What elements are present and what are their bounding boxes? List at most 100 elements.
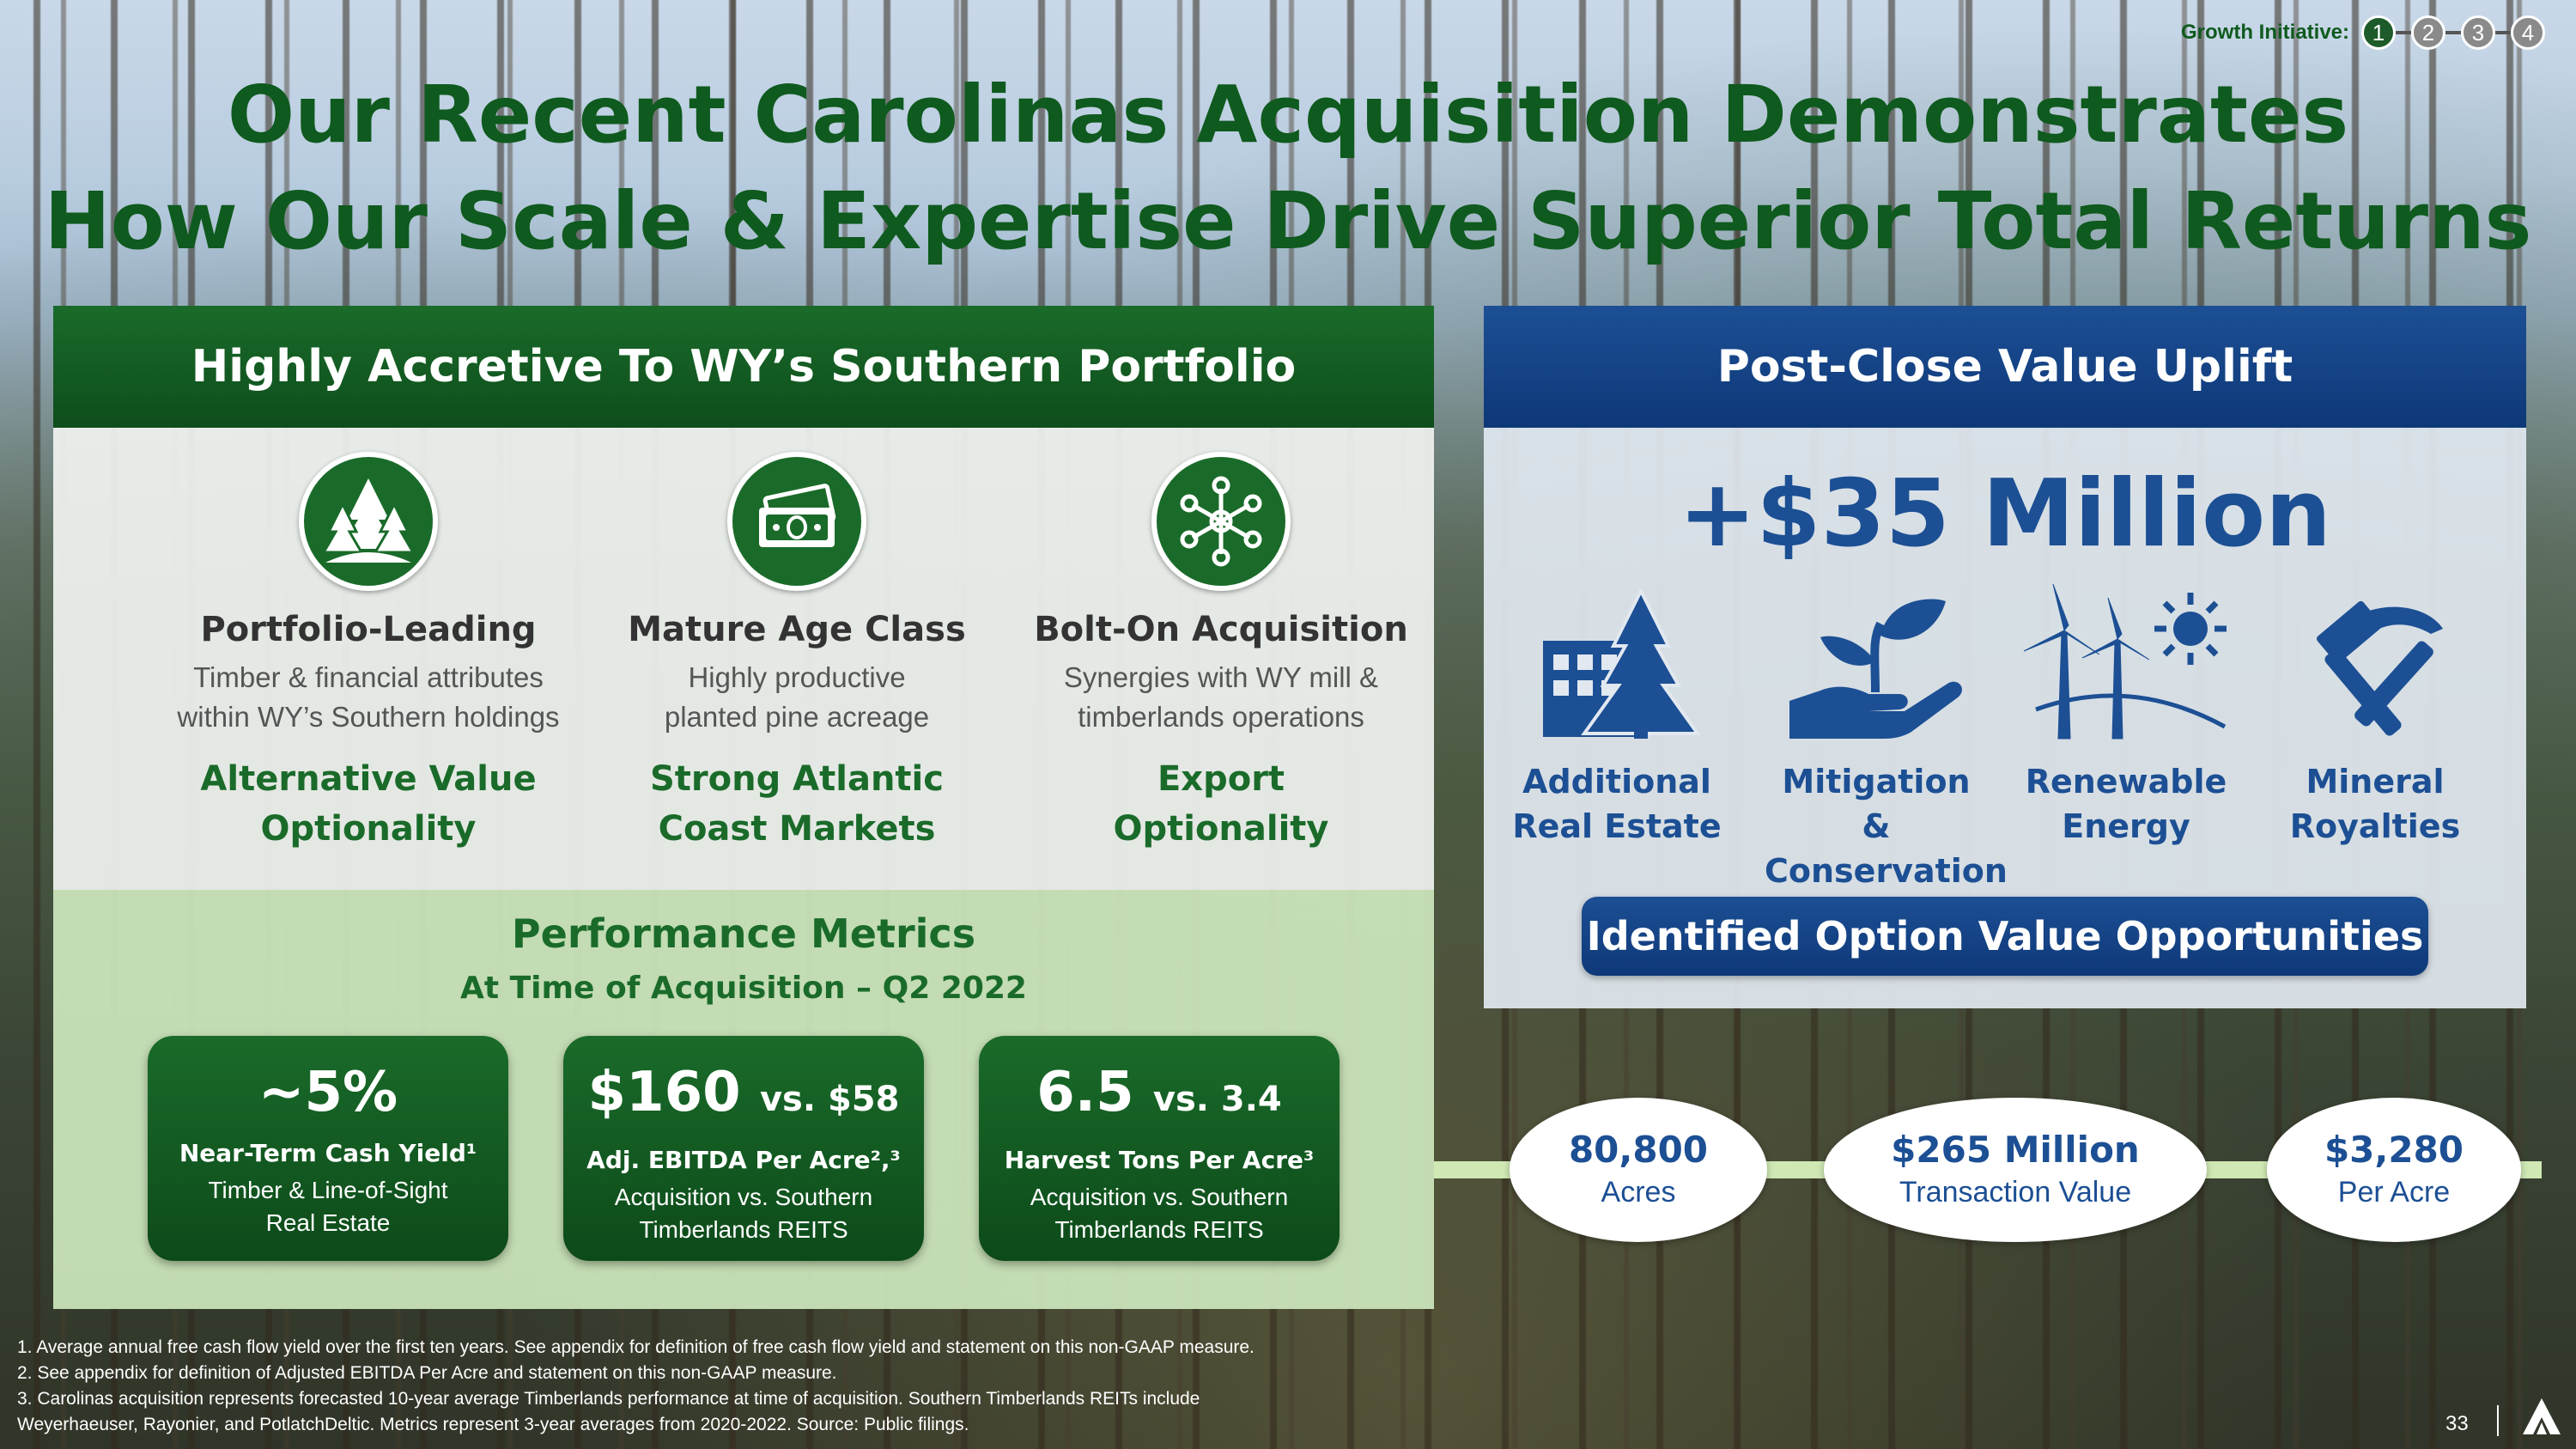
stat-per-acre: $3,280 Per Acre [2267, 1098, 2521, 1242]
feature-optionality: Strong Atlantic Coast Markets [582, 754, 1012, 854]
footnote-line: 2. See appendix for definition of Adjust… [17, 1363, 837, 1383]
value-uplift-header: Post-Close Value Uplift [1484, 306, 2526, 428]
stat-transaction-value: $265 Million Transaction Value [1824, 1098, 2207, 1242]
option-label-line: Real Estate [1512, 807, 1722, 845]
stat-label: Per Acre [2337, 1176, 2451, 1209]
metric-desc-line: Timberlands REITS [639, 1216, 848, 1243]
feature-desc-line: Synergies with WY mill & [1063, 661, 1379, 693]
feature-bolt-on-acquisition: Bolt-On Acquisition Synergies with WY mi… [1006, 428, 1436, 854]
metric-desc: Timber & Line-of-Sight Real Estate [148, 1174, 508, 1239]
stat-label: Transaction Value [1899, 1176, 2132, 1209]
feature-opt-line: Alternative Value [200, 759, 537, 799]
metric-desc-line: Timberlands REITS [1054, 1216, 1264, 1243]
page-title-line-1: Our Recent Carolinas Acquisition Demonst… [227, 69, 2349, 161]
money-icon [727, 452, 866, 591]
feature-title: Portfolio-Leading [200, 610, 537, 649]
metric-ebitda-per-acre: $160 vs. $58 Adj. EBITDA Per Acre²,³ Acq… [563, 1036, 924, 1261]
feature-desc: Highly productive planted pine acreage [582, 658, 1012, 737]
metric-desc-line: Acquisition vs. Southern [614, 1184, 873, 1210]
feature-desc-line: timberlands operations [1078, 701, 1364, 733]
option-mitigation: Mitigation & Conservation [1765, 589, 2008, 893]
growth-step-4: 4 [2511, 15, 2546, 50]
option-label-line: Additional [1522, 763, 1711, 801]
performance-metrics-subtitle: At Time of Acquisition – Q2 2022 [460, 971, 1027, 1006]
metric-value: ~5% [148, 1060, 508, 1125]
stat-value: $3,280 [2324, 1129, 2464, 1171]
option-label-line: Royalties [2289, 807, 2461, 845]
metric-desc: Acquisition vs. Southern Timberlands REI… [563, 1181, 924, 1246]
stat-value: 80,800 [1568, 1129, 1709, 1171]
feature-portfolio-leading: Portfolio-Leading Timber & financial att… [154, 428, 583, 854]
metric-cash-yield: ~5% Near-Term Cash Yield¹ Timber & Line-… [148, 1036, 508, 1261]
building-tree-icon [1505, 589, 1728, 744]
option-label: Additional Real Estate [1505, 759, 1728, 849]
feature-desc-line: Highly productive [688, 661, 906, 693]
hammer-pick-icon [2263, 589, 2487, 744]
company-logo-icon [2521, 1397, 2562, 1440]
feature-opt-line: Coast Markets [658, 809, 936, 849]
feature-title: Bolt-On Acquisition [1034, 610, 1408, 649]
option-label: Mitigation & Conservation [1765, 759, 2008, 893]
option-mineral-royalties: Mineral Royalties [2263, 589, 2487, 849]
forest-icon [299, 452, 438, 591]
metric-desc-line: Timber & Line-of-Sight [208, 1177, 448, 1203]
option-label-line: Renewable [2025, 763, 2227, 801]
performance-metrics-title: Performance Metrics [511, 910, 976, 957]
metric-value: 6.5 vs. 3.4 [979, 1060, 1340, 1132]
feature-desc-line: Timber & financial attributes [193, 661, 544, 693]
page-number: 33 [2445, 1412, 2469, 1435]
page-title-line-2: How Our Scale & Expertise Drive Superior… [44, 175, 2532, 267]
page-title: Our Recent Carolinas Acquisition Demonst… [0, 62, 2576, 275]
option-label: Renewable Energy [2014, 759, 2238, 849]
option-label-line: Conservation [1765, 852, 2008, 890]
step-connector [2396, 31, 2412, 34]
growth-step-2: 2 [2411, 15, 2446, 50]
feature-desc: Timber & financial attributes within WY’… [154, 658, 583, 737]
feature-opt-line: Strong Atlantic [650, 759, 944, 799]
stat-value: $265 Million [1891, 1129, 2140, 1171]
feature-optionality: Alternative Value Optionality [154, 754, 583, 854]
performance-metrics-section: Performance Metrics At Time of Acquisiti… [53, 890, 1434, 1309]
metric-value-main: $160 [587, 1061, 741, 1124]
features-section: Portfolio-Leading Timber & financial att… [53, 428, 1434, 890]
growth-step-3: 3 [2461, 15, 2496, 50]
footnote-line: 1. Average annual free cash flow yield o… [17, 1337, 1255, 1357]
wind-sun-icon [2014, 583, 2238, 744]
page-divider [2497, 1405, 2499, 1436]
option-value-opportunities-banner: Identified Option Value Opportunities [1582, 897, 2428, 976]
network-icon [1151, 452, 1291, 591]
step-connector [2445, 31, 2462, 34]
footnote-line: Weyerhaeuser, Rayonier, and PotlatchDelt… [17, 1415, 969, 1434]
metric-value-compare: vs. 3.4 [1152, 1080, 1282, 1119]
option-label-line: Mineral [2306, 763, 2445, 801]
metric-desc: Acquisition vs. Southern Timberlands REI… [979, 1181, 1340, 1246]
feature-opt-line: Optionality [260, 809, 477, 849]
metric-desc-line: Real Estate [265, 1209, 391, 1236]
step-connector [2495, 31, 2512, 34]
feature-mature-age-class: Mature Age Class Highly productive plant… [582, 428, 1012, 854]
metric-value-main: 6.5 [1036, 1061, 1134, 1124]
metric-value-main: ~5% [258, 1061, 398, 1124]
footnotes: 1. Average annual free cash flow yield o… [17, 1335, 1443, 1438]
metric-label: Near-Term Cash Yield¹ [179, 1139, 477, 1167]
feature-desc-line: planted pine acreage [664, 701, 930, 733]
metric-label: Harvest Tons Per Acre³ [1004, 1146, 1315, 1174]
value-uplift-amount: +$35 Million [1678, 460, 2332, 568]
stat-label: Acres [1601, 1176, 1676, 1209]
option-label-line: Energy [2062, 807, 2190, 845]
footnote-line: 3. Carolinas acquisition represents fore… [17, 1389, 1200, 1409]
feature-desc-line: within WY’s Southern holdings [177, 701, 560, 733]
metric-desc-line: Acquisition vs. Southern [1030, 1184, 1289, 1210]
metric-label: Adj. EBITDA Per Acre²,³ [586, 1146, 901, 1174]
growth-initiative: Growth Initiative: 1 2 3 4 [2181, 15, 2546, 50]
metric-harvest-tons: 6.5 vs. 3.4 Harvest Tons Per Acre³ Acqui… [979, 1036, 1340, 1261]
feature-opt-line: Export [1157, 759, 1285, 799]
feature-opt-line: Optionality [1113, 809, 1329, 849]
feature-title: Mature Age Class [628, 610, 966, 649]
metric-value: $160 vs. $58 [563, 1060, 924, 1132]
option-label-line: Mitigation & [1782, 763, 1971, 845]
feature-optionality: Export Optionality [1006, 754, 1436, 854]
accretive-panel: Highly Accretive To WY’s Southern Portfo… [53, 306, 1434, 1309]
accretive-panel-header: Highly Accretive To WY’s Southern Portfo… [53, 306, 1434, 428]
feature-desc: Synergies with WY mill & timberlands ope… [1006, 658, 1436, 737]
